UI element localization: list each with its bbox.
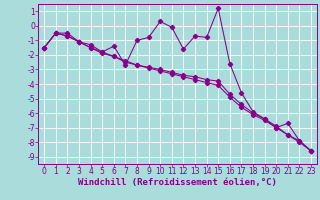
X-axis label: Windchill (Refroidissement éolien,°C): Windchill (Refroidissement éolien,°C)	[78, 178, 277, 187]
